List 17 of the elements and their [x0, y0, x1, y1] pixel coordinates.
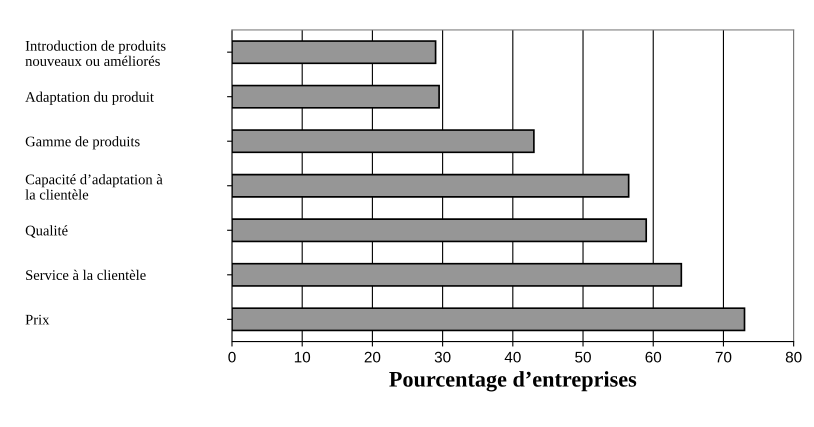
x-axis-title: Pourcentage d’entreprises [389, 371, 636, 392]
x-tick-label: 50 [575, 352, 591, 363]
y-tick-label: Service à la clientèle [26, 270, 146, 280]
y-tick-label: Qualité [26, 225, 68, 238]
y-tick-label: Gamme de produits [26, 136, 140, 150]
x-tick-label: 30 [434, 352, 451, 363]
x-tick-label: 40 [504, 352, 521, 363]
y-tick-label: Introduction de produits nouveaux ou améliorés [25, 40, 166, 66]
x-tick-label: 60 [646, 352, 662, 363]
x-tick-label: 80 [786, 352, 802, 363]
x-tick-label: 10 [294, 352, 310, 363]
y-tick-label: Capacité d’adaptation à la clientèle [25, 174, 163, 200]
x-tick-label: 70 [716, 352, 732, 363]
x-tick-label: 20 [364, 352, 380, 363]
y-tick-label: Prix [26, 314, 50, 324]
y-tick-label: Adaptation du produit [25, 92, 154, 105]
x-tick-label: 0 [228, 352, 236, 363]
